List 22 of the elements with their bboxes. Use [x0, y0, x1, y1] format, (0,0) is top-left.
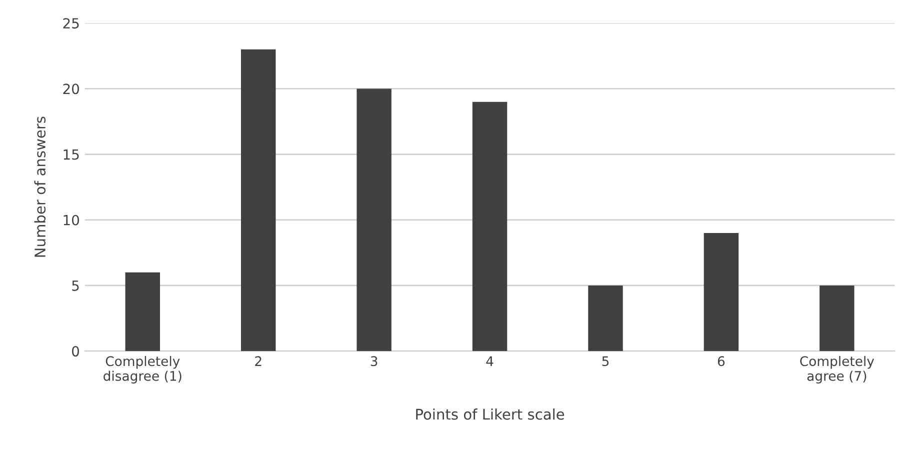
x-tick-label: 4 — [486, 356, 494, 366]
x-tick-label: 3 — [370, 356, 378, 366]
y-tick-label: 15 — [64, 149, 79, 160]
y-tick-label: 5 — [72, 280, 79, 291]
bar — [241, 49, 276, 352]
y-tick-label: 20 — [63, 84, 80, 94]
y-tick-label: 0 — [72, 346, 80, 357]
y-tick-label: 25 — [63, 18, 79, 29]
x-tick-label: Completely disagree (1) — [104, 356, 182, 384]
y-axis-title: Number of answers — [34, 116, 46, 257]
bar — [820, 285, 854, 352]
x-axis-title: Points of Likert scale — [416, 408, 564, 420]
x-tick-label: Completely agree (7) — [800, 356, 874, 384]
bar — [588, 285, 623, 352]
x-tick-label: 5 — [602, 356, 609, 366]
x-tick-label: 2 — [255, 356, 262, 366]
bar — [472, 102, 508, 352]
bar — [704, 233, 739, 352]
bar — [125, 272, 160, 352]
y-tick-label: 10 — [64, 214, 80, 226]
x-tick-label: 6 — [718, 356, 725, 366]
bar — [356, 88, 392, 352]
